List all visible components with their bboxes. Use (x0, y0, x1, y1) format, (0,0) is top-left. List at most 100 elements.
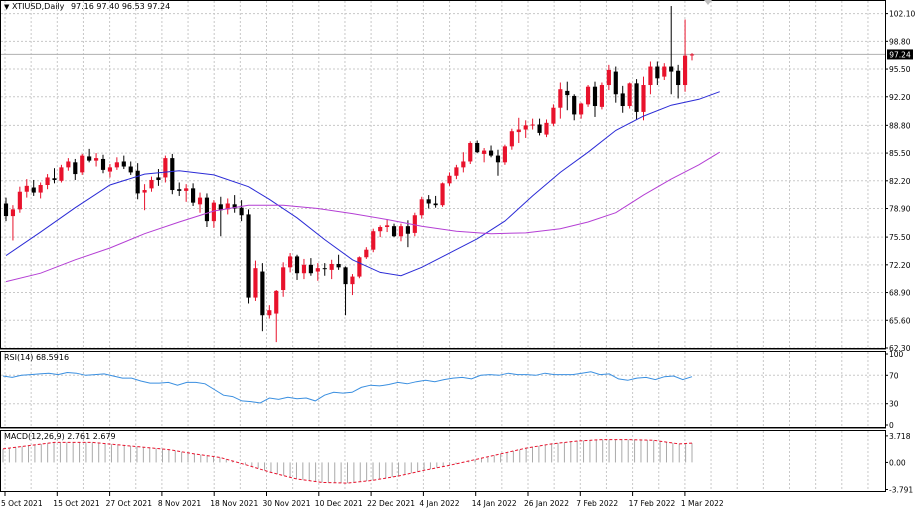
candle-body (128, 166, 133, 173)
candle-body (156, 177, 161, 180)
candle-body (73, 162, 78, 175)
candle-body (572, 95, 577, 115)
ma-fast-line (5, 91, 720, 277)
candle-body (315, 268, 320, 272)
collapse-triangle-icon[interactable]: ▼ (4, 3, 10, 11)
candle-body (17, 191, 22, 210)
candle-body (634, 83, 639, 112)
candle-body (385, 225, 390, 228)
rsi-header: RSI(14) 68.5916 (4, 353, 70, 362)
candle-body (121, 161, 126, 167)
candle-body (433, 203, 438, 206)
candle-body (454, 167, 459, 176)
candle-body (163, 158, 168, 178)
candle-body (662, 66, 667, 77)
candle-body (308, 264, 313, 274)
candle-body (412, 215, 417, 233)
candle-body (502, 146, 507, 163)
y-tick-label: 78.90 (889, 205, 911, 214)
candle-body (579, 103, 584, 115)
y-tick-label: 92.20 (889, 93, 911, 102)
candle-body (225, 203, 230, 210)
y-tick-label: 98.80 (889, 37, 911, 46)
x-tick-label: 26 Jan 2022 (524, 499, 569, 508)
x-tick-label: 27 Oct 2021 (106, 499, 153, 508)
x-tick-label: 7 Feb 2022 (576, 499, 618, 508)
main-chart-header: ▼ XTIUSD,Daily 97.16 97.40 96.53 97.24 (4, 2, 170, 11)
x-tick-label: 15 Oct 2021 (53, 499, 100, 508)
candle-body (24, 185, 29, 192)
current-price-label: 97.24 (889, 50, 911, 59)
candle-body (253, 268, 258, 298)
candle-body (204, 197, 210, 222)
candle-body (142, 190, 147, 193)
candle-body (329, 263, 334, 270)
y-tick-label: 102.10 (889, 10, 915, 19)
candle-body (468, 142, 473, 162)
candle-body (627, 83, 632, 107)
macd-tick-label: 3.718 (889, 432, 911, 441)
candle-body (31, 187, 36, 193)
y-tick-label: 82.20 (889, 177, 911, 186)
candle-body (94, 158, 99, 161)
candle-body (641, 85, 646, 112)
y-tick-label: 85.50 (889, 149, 911, 158)
candle-body (620, 93, 625, 107)
rsi-tick-label: 100 (889, 350, 904, 359)
candle-body (669, 66, 674, 72)
candle-body (350, 276, 355, 285)
x-tick-label: 8 Nov 2021 (158, 499, 201, 508)
candle-body (613, 71, 618, 95)
candle-body (523, 125, 528, 130)
candle-body (336, 263, 341, 268)
candle-body (606, 69, 611, 86)
candle-body (149, 179, 154, 189)
candle-body (3, 203, 9, 217)
candle-body (246, 214, 251, 298)
y-tick-label: 68.90 (889, 289, 911, 298)
candle-body (440, 183, 445, 206)
candle-body (585, 86, 591, 105)
candle-body (191, 188, 196, 203)
candle-body (371, 231, 376, 250)
candle-body (558, 89, 563, 108)
candle-body (232, 204, 237, 209)
candle-body (592, 86, 598, 107)
candle-body (343, 267, 348, 285)
candle-body (495, 155, 501, 163)
candle-body (530, 124, 535, 126)
x-tick-label: 1 Mar 2022 (681, 499, 724, 508)
candle-body (364, 249, 369, 258)
candle-body (391, 226, 397, 237)
candle-body (260, 271, 265, 316)
candle-body (419, 199, 424, 216)
candle-body (45, 177, 50, 186)
candle-body (107, 167, 113, 172)
candle-body (357, 257, 362, 277)
x-tick-label: 17 Feb 2022 (629, 499, 676, 508)
y-tick-label: 72.20 (889, 261, 911, 270)
symbol-timeframe-label: XTIUSD,Daily (11, 2, 65, 11)
candle-body (135, 170, 140, 194)
x-tick-label: 10 Dec 2021 (315, 499, 363, 508)
rsi-tick-label: 0 (889, 421, 894, 430)
rsi-tick-label: 70 (889, 371, 899, 380)
candle-body (405, 226, 410, 234)
candle-body (537, 124, 542, 133)
candle-body (10, 209, 16, 217)
candle-body (655, 66, 660, 79)
candle-body (211, 202, 216, 222)
candle-body (551, 107, 556, 124)
candle-body (294, 256, 300, 274)
candle-body (114, 162, 119, 168)
y-tick-label: 65.60 (889, 316, 911, 325)
candle-body (599, 85, 604, 107)
candle-body (281, 267, 286, 291)
chart-shift-marker-icon (704, 0, 712, 5)
macd-tick-label: 0.00 (889, 458, 906, 467)
y-tick-label: 75.50 (889, 233, 911, 242)
x-tick-label: 4 Jan 2022 (419, 499, 459, 508)
candle-body (676, 70, 681, 86)
ohlc-values-label: 97.16 97.40 96.53 97.24 (70, 2, 171, 11)
